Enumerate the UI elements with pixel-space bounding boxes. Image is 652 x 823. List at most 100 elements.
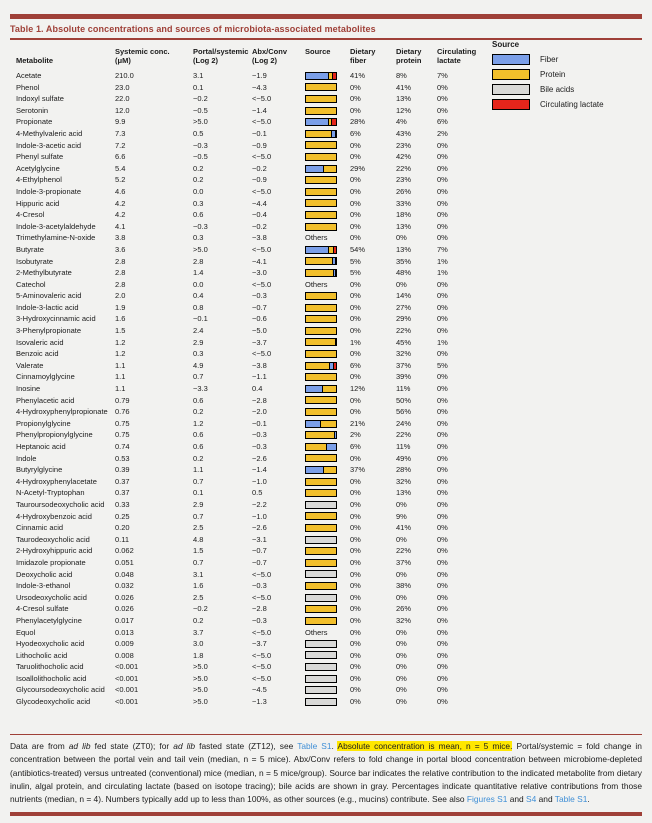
link-table-s1-2[interactable]: Table S1	[554, 794, 588, 805]
abx-conv-value: −4.3	[252, 82, 267, 92]
footnote-text: and	[536, 794, 555, 805]
metabolite-name: Inosine	[16, 384, 41, 394]
systemic-conc-value: <0.001	[115, 697, 139, 707]
table-row: Phenyl sulfate 6.6 −0.5 <−5.0 0% 42% 0%	[10, 151, 642, 163]
circulating-lactate-pct: 0%	[437, 279, 448, 289]
circulating-lactate-pct: 0%	[437, 430, 448, 440]
systemic-conc-value: 3.6	[115, 244, 126, 254]
metabolite-name: Cinnamoylglycine	[16, 372, 75, 382]
dietary-fiber-pct: 0%	[350, 372, 361, 382]
dietary-protein-pct: 23%	[396, 175, 412, 185]
source-cell	[305, 570, 350, 579]
bar-segment-bile	[306, 652, 336, 659]
circulating-lactate-pct: 0%	[437, 627, 448, 637]
legend-items: Fiber Protein Bile acids Circulating lactat…	[492, 54, 604, 110]
table-row: Valerate 1.1 4.9 −3.8 6% 37% 5%	[10, 360, 642, 372]
circulating-lactate-pct: 0%	[437, 94, 448, 104]
systemic-conc-value: 0.76	[115, 407, 130, 417]
title-rule	[10, 38, 642, 40]
bar-segment-bile	[306, 571, 336, 578]
source-cell	[305, 315, 350, 324]
source-cell	[305, 651, 350, 660]
circulating-lactate-pct: 0%	[437, 291, 448, 301]
dietary-protein-pct: 8%	[396, 71, 407, 80]
source-bar	[305, 408, 337, 417]
systemic-conc-value: 1.2	[115, 337, 126, 347]
bar-segment-fiber	[325, 443, 336, 450]
table-row: N-Acetyl-Tryptophan 0.37 0.1 0.5 0% 13% 0%	[10, 487, 642, 499]
metabolite-name: 5-Aminovaleric acid	[16, 291, 82, 301]
abx-conv-value: −0.7	[252, 546, 267, 556]
systemic-conc-value: <0.001	[115, 685, 139, 695]
dietary-protein-pct: 0%	[396, 592, 407, 602]
link-figure-s4[interactable]: S4	[526, 794, 537, 805]
source-bar	[305, 257, 337, 266]
metabolite-name: Heptanoic acid	[16, 442, 66, 451]
dietary-protein-pct: 0%	[396, 673, 407, 683]
abx-conv-value: <−5.0	[252, 244, 272, 254]
dietary-fiber-pct: 0%	[350, 94, 361, 104]
bar-segment-protein	[306, 559, 336, 566]
circulating-lactate-pct: 0%	[437, 442, 448, 451]
dietary-protein-pct: 13%	[396, 221, 412, 231]
link-table-s1[interactable]: Table S1	[297, 741, 332, 752]
dietary-fiber-pct: 0%	[350, 82, 361, 92]
source-cell	[305, 431, 350, 440]
dietary-fiber-pct: 0%	[350, 279, 361, 289]
dietary-fiber-pct: 0%	[350, 395, 361, 405]
source-bar	[305, 129, 337, 138]
table-row: Indoxyl sulfate 22.0 −0.2 <−5.0 0% 13% 0%	[10, 93, 642, 105]
metabolite-name: Isovaleric acid	[16, 337, 64, 347]
table-title: Table 1. Absolute concentrations and sou…	[10, 24, 376, 34]
source-bar	[305, 118, 337, 127]
source-bar	[305, 396, 337, 405]
source-bar	[305, 326, 337, 335]
source-bar	[305, 338, 337, 347]
metabolite-name: 4-Hydroxyphenylacetate	[16, 476, 97, 486]
dietary-protein-pct: 56%	[396, 407, 412, 417]
source-others-label: Others	[305, 627, 328, 637]
dietary-protein-pct: 24%	[396, 418, 412, 428]
source-cell	[305, 408, 350, 417]
dietary-protein-pct: 35%	[396, 256, 412, 266]
abx-conv-value: −4.4	[252, 198, 267, 208]
systemic-conc-value: 0.051	[115, 557, 134, 567]
source-bar	[305, 384, 337, 393]
bar-segment-protein	[306, 327, 336, 334]
circulating-lactate-pct: 0%	[437, 523, 448, 533]
bar-segment-protein	[306, 258, 332, 265]
col-header-abx-conv: Abx/Conv (Log 2)	[252, 47, 288, 65]
systemic-conc-value: 2.0	[115, 291, 126, 301]
source-cell	[305, 210, 350, 219]
portal-systemic-value: 0.8	[193, 302, 204, 312]
dietary-protein-pct: 0%	[396, 650, 407, 660]
portal-systemic-value: 2.5	[193, 592, 204, 602]
table-body: Acetate 210.0 3.1 −1.9 41% 8% 7% Phenol 23.0 0.1 −…	[10, 70, 642, 708]
dietary-fiber-pct: 12%	[350, 384, 366, 394]
bar-segment-fiber	[306, 385, 322, 392]
circulating-lactate-pct: 0%	[437, 186, 448, 196]
dietary-fiber-pct: 0%	[350, 546, 361, 556]
metabolite-name: Indole-3-acetylaldehyde	[16, 221, 96, 231]
circulating-lactate-pct: 0%	[437, 221, 448, 231]
bar-segment-protein	[306, 409, 336, 416]
link-figures-s1[interactable]: Figures S1	[466, 794, 508, 805]
abx-conv-value: −1.0	[252, 511, 267, 521]
circulating-lactate-pct: 0%	[437, 557, 448, 567]
metabolite-name: Indole-3-propionate	[16, 186, 82, 196]
source-cell	[305, 605, 350, 614]
source-cell	[305, 663, 350, 672]
dietary-fiber-pct: 5%	[350, 256, 361, 266]
source-bar	[305, 106, 337, 115]
dietary-protein-pct: 13%	[396, 244, 412, 254]
metabolite-name: Lithocholic acid	[16, 650, 68, 660]
dietary-fiber-pct: 6%	[350, 442, 361, 451]
metabolite-name: 3-Phenylpropionate	[16, 326, 82, 336]
dietary-protein-pct: 13%	[396, 488, 412, 498]
footnote-highlight: Absolute concentration is mean, n = 5 mi…	[337, 741, 513, 752]
portal-systemic-value: 0.7	[193, 372, 204, 382]
table-row: 2-Methylbutyrate 2.8 1.4 −3.0 5% 48% 1%	[10, 267, 642, 279]
systemic-conc-value: 0.53	[115, 453, 130, 463]
dietary-protein-pct: 0%	[396, 569, 407, 579]
portal-systemic-value: 0.4	[193, 291, 204, 301]
